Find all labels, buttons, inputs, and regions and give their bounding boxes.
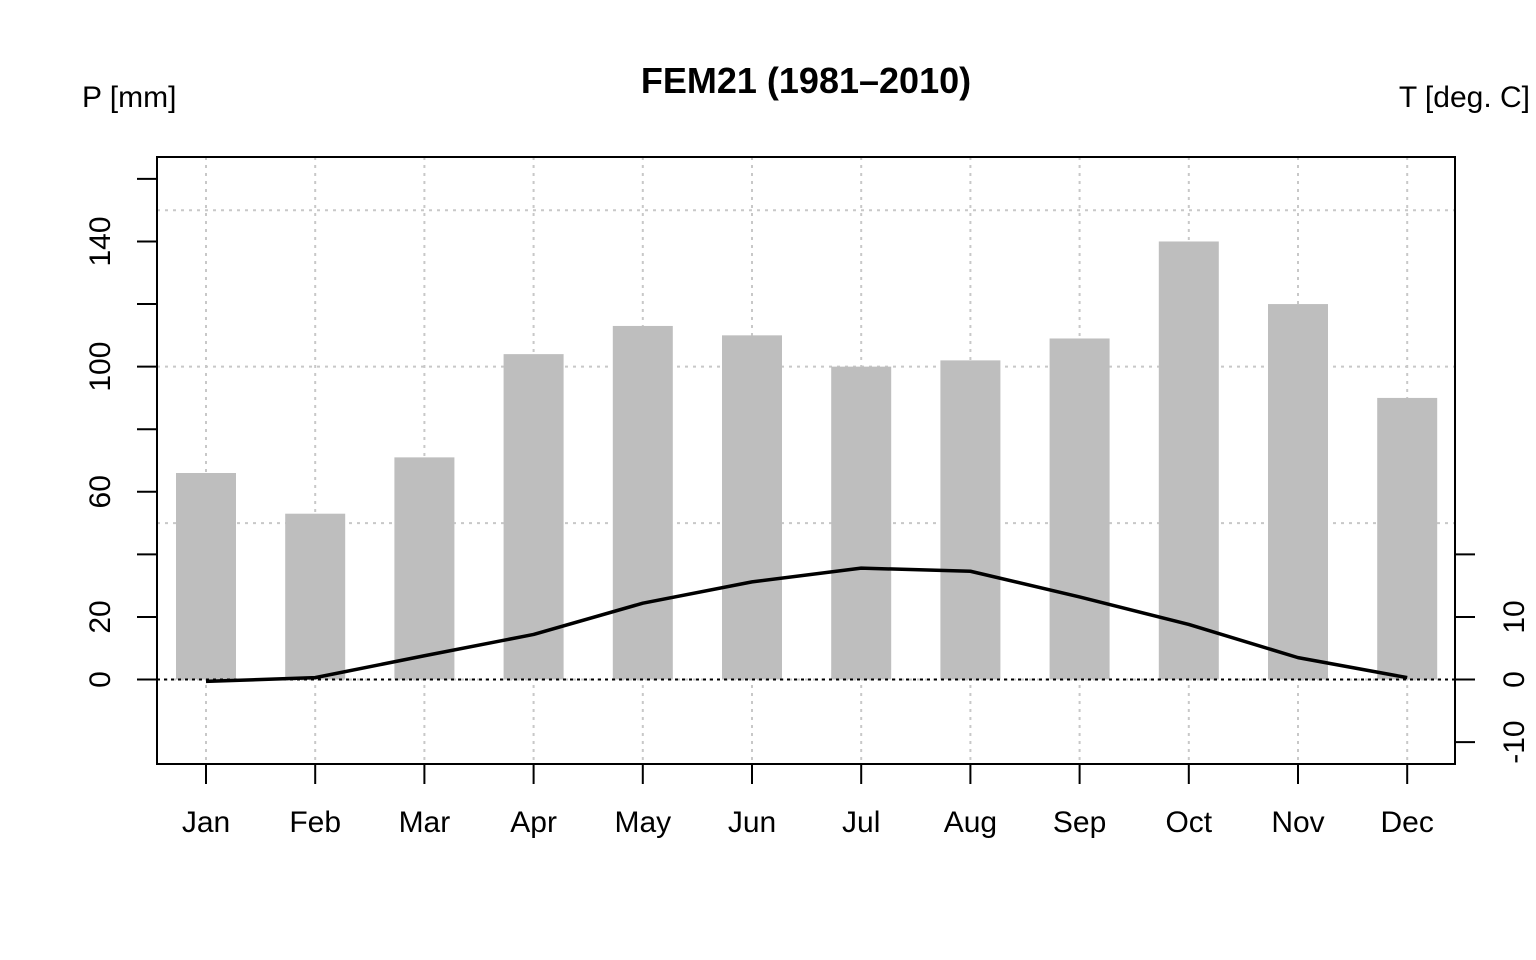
precipitation-bar (285, 513, 346, 680)
x-tick-label: Apr (510, 806, 557, 839)
right-tick-label: 0 (1498, 671, 1531, 688)
precipitation-bar (503, 354, 564, 680)
x-tick-label: Jun (728, 806, 776, 839)
precipitation-bar (722, 335, 782, 680)
precipitation-bar (1049, 338, 1110, 680)
x-tick-label: Feb (289, 806, 341, 839)
x-tick-label: Sep (1053, 806, 1106, 839)
temperature-line (205, 566, 1408, 684)
plot-frame (156, 156, 1456, 765)
precipitation-bar (394, 457, 455, 680)
x-tick-label: May (614, 806, 671, 839)
precipitation-bar (176, 473, 236, 680)
axes: Jan Feb Mar Apr May Jun Jul Aug Sep Oct Nov Dec 0 20 6… (84, 177, 1531, 839)
precipitation-bar (612, 325, 673, 680)
right-tick-label: 10 (1498, 600, 1531, 633)
x-tick-label: Jul (842, 806, 880, 839)
x-tick-label: Aug (944, 806, 997, 839)
x-tick-label: Oct (1165, 806, 1212, 839)
x-tick-label: Dec (1381, 806, 1434, 839)
temperature-series (205, 566, 1408, 684)
precipitation-bar (1268, 304, 1328, 680)
left-tick-label: 100 (84, 342, 117, 392)
left-tick-label: 0 (84, 671, 117, 688)
left-tick-label: 20 (84, 600, 117, 633)
left-axis-label: P [mm] (82, 81, 176, 114)
precipitation-bar (940, 360, 1001, 680)
precipitation-bar (1158, 241, 1219, 680)
left-tick-label: 60 (84, 475, 117, 508)
precipitation-bar (831, 366, 892, 680)
chart-title: FEM21 (1981–2010) (641, 60, 971, 101)
precipitation-bar (1377, 397, 1438, 680)
left-tick-label: 140 (84, 216, 117, 266)
x-tick-label: Jan (182, 806, 230, 839)
grid-lines (157, 157, 1455, 764)
precipitation-bars (176, 241, 1438, 680)
x-tick-label: Mar (399, 806, 451, 839)
x-tick-label: Nov (1271, 806, 1324, 839)
right-tick-label: -10 (1498, 720, 1531, 763)
right-axis-label: T [deg. C] (1399, 81, 1530, 114)
